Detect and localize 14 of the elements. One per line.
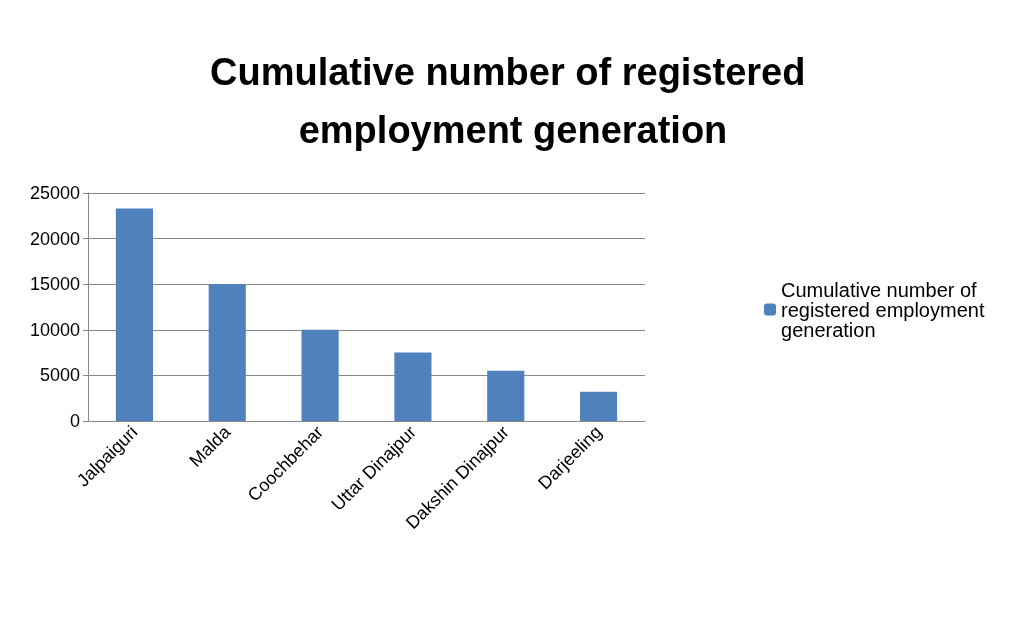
- bar: [115, 208, 153, 421]
- y-tick-label: 0: [69, 411, 80, 431]
- y-tick-label: 15000: [29, 274, 80, 295]
- bar: [394, 352, 432, 421]
- bar: [301, 329, 339, 421]
- y-tick-label: 10000: [29, 319, 80, 340]
- y-tick-label: 5000: [39, 365, 80, 386]
- y-tick-label: 25000: [29, 183, 80, 203]
- bar: [580, 391, 618, 421]
- bar: [487, 370, 525, 421]
- legend-label: Cumulative number of registered employment generation: [781, 278, 990, 341]
- chart-title: Cumulative number of registered employment generation: [209, 51, 817, 151]
- bar: [208, 284, 246, 421]
- y-tick-label: 20000: [29, 228, 80, 249]
